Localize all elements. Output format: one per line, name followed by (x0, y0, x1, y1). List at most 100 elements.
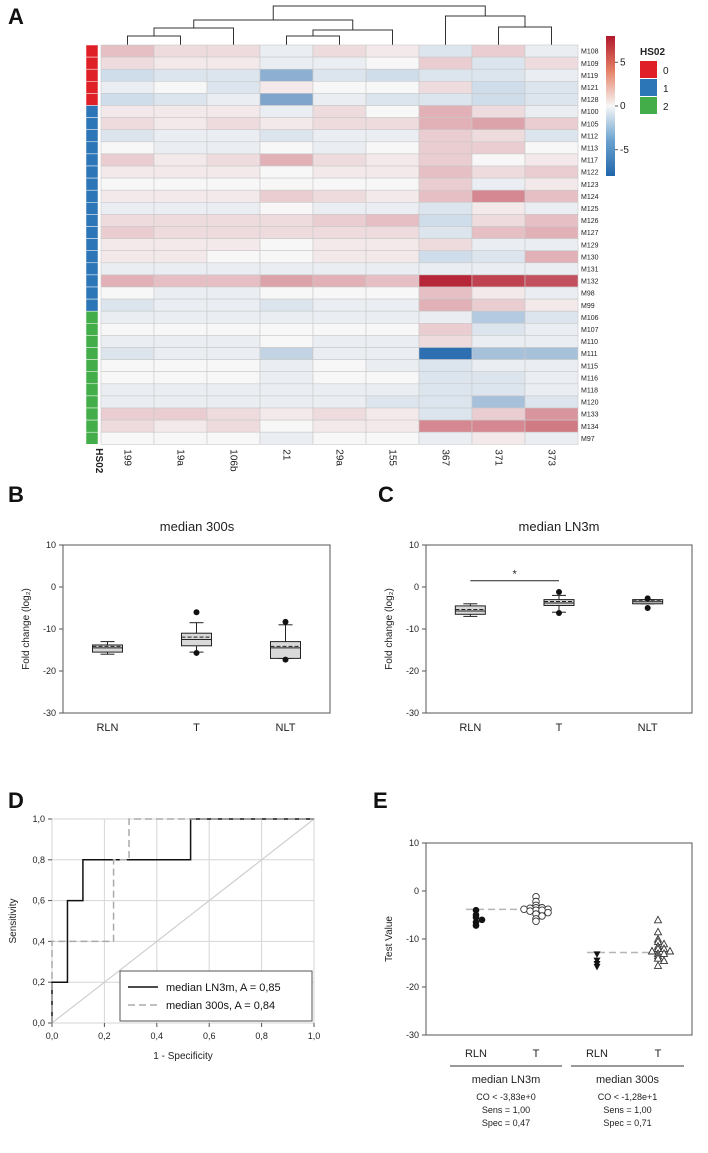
heatmap-cell (418, 371, 473, 385)
rln-point (478, 916, 486, 924)
row-label: M122 (581, 170, 599, 177)
box-outlier (556, 589, 562, 596)
heatmap-cell (524, 298, 579, 312)
heatmap-cell (471, 105, 526, 118)
box-outlier (282, 656, 289, 663)
heatmap-cell (418, 359, 473, 373)
heatmap-cell (524, 407, 579, 421)
heatmap-cell (365, 262, 420, 276)
heatmap-cell (100, 419, 155, 433)
heatmap-cell (153, 129, 208, 143)
heatmap-cell (471, 383, 526, 397)
column-dendrogram (127, 5, 552, 45)
heatmap-cell (365, 141, 420, 155)
heatmap-cell (206, 44, 261, 58)
heatmap-cell (471, 310, 526, 324)
heatmap-cell (206, 93, 261, 106)
box-body (270, 641, 301, 659)
row-label: M118 (581, 388, 598, 395)
heatmap-cell (365, 165, 420, 179)
heatmap-cell (312, 141, 367, 155)
row-label: M130 (581, 254, 599, 261)
row-label: M117 (581, 158, 598, 165)
heatmap-cell (418, 274, 473, 288)
row-label: M98 (581, 291, 595, 298)
row-group-cell (85, 274, 99, 288)
heatmap-cell (524, 347, 579, 360)
heatmap-cell (312, 44, 367, 58)
heatmap-cell (312, 310, 367, 324)
row-group-cell (85, 298, 99, 312)
heatmap-cell (259, 347, 314, 360)
panel-label-b: B (8, 482, 24, 507)
heatmap-cell (524, 117, 579, 130)
heatmap-cell (153, 105, 208, 118)
rln-point (593, 963, 601, 971)
heatmap-cell (312, 226, 367, 239)
t-point (647, 946, 657, 955)
heatmap-cell (259, 298, 314, 312)
heatmap-cell (471, 68, 526, 82)
heatmap-cell (471, 347, 526, 360)
heatmap-cell (312, 105, 367, 118)
heatmap-cell (100, 105, 155, 118)
heatmap-cell (153, 347, 208, 360)
heatmap-cell (471, 189, 526, 203)
heatmap-cell (100, 117, 155, 130)
heatmap-cell (259, 407, 314, 421)
heatmap-cell (206, 81, 261, 94)
heatmap-cell (312, 165, 367, 179)
box-outlier (282, 618, 289, 625)
heatmap-cell (312, 395, 367, 409)
heatmap-cell (365, 153, 420, 167)
heatmap-cell (365, 93, 420, 106)
annotation-label: HS02 (93, 448, 104, 473)
row-label: M119 (581, 73, 598, 80)
heatmap-cell (206, 214, 261, 227)
heatmap-cell (524, 419, 579, 433)
heatmap-cell (259, 371, 314, 385)
heatmap-cell (471, 371, 526, 385)
heatmap-cell (206, 298, 261, 312)
heatmap-cell (524, 141, 579, 155)
heatmap-cell (259, 153, 314, 167)
heatmap-cell (524, 383, 579, 397)
rln-point (593, 957, 601, 965)
heatmap-cell (471, 407, 526, 421)
row-group-cell (85, 419, 99, 433)
heatmap-cell (206, 335, 261, 348)
heatmap-cell (259, 44, 314, 58)
heatmap-cell (524, 359, 579, 373)
x-tick-label: 0,0 (46, 1031, 59, 1041)
row-group-cell (85, 93, 99, 106)
heatmap-cell (418, 141, 473, 155)
heatmap-cell (471, 322, 526, 336)
heatmap-cell (153, 431, 208, 445)
row-group-cell (85, 202, 99, 215)
t-point (653, 927, 663, 936)
row-label: M123 (581, 182, 599, 189)
x-tick-label: 0,8 (255, 1031, 268, 1041)
heatmap-cell (100, 202, 155, 215)
heatmap-cell (153, 177, 208, 191)
heatmap-cell (153, 68, 208, 82)
heatmap-cell (524, 214, 579, 227)
heatmap-cell (259, 141, 314, 155)
row-group-cell (85, 347, 99, 360)
heatmap-cell (100, 226, 155, 239)
heatmap-cell (418, 177, 473, 191)
heatmap-cell (418, 250, 473, 264)
x-category-label: RLN (459, 722, 481, 734)
row-group-cell (85, 81, 99, 94)
legend-title: HS02 (640, 47, 665, 58)
heatmap-cell (312, 286, 367, 300)
legend-swatch (640, 79, 657, 96)
heatmap-cell (259, 56, 314, 70)
plot-frame (425, 842, 693, 1036)
heatmap-cell (153, 286, 208, 300)
heatmap-cell (418, 238, 473, 252)
heatmap-cell (153, 419, 208, 433)
heatmap-cell (365, 286, 420, 300)
x-axis-label: 1 - Specificity (153, 1051, 212, 1062)
heatmap-cell (418, 153, 473, 167)
